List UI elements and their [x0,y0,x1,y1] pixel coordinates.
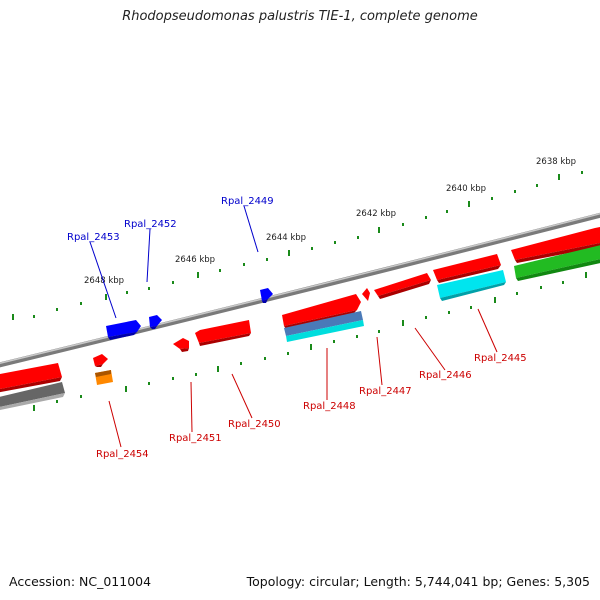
ruler-label-2646: 2646 kbp [175,255,215,265]
gene-rpal-2453-arrow[interactable] [106,320,141,340]
leader-line-rpal-2451 [190,381,193,433]
gene-arrow-small-red[interactable] [93,354,108,367]
gene-label-rpal-2451[interactable]: Rpal_2451 [169,433,222,444]
gene-rpal-2451-arrow[interactable] [173,338,189,352]
ruler-label-2640: 2640 kbp [446,184,486,194]
gene-label-rpal-2449[interactable]: Rpal_2449 [221,196,274,207]
ruler-label-2638: 2638 kbp [536,157,576,167]
leader-line-rpal-2453 [89,241,117,319]
gene-rpal-2450-arrow[interactable] [195,320,251,346]
genome-backbone [0,212,600,368]
gene-label-rpal-2448[interactable]: Rpal_2448 [303,401,356,412]
gene-rpal-2446-arrow[interactable] [374,273,431,299]
accession-text: Accession: NC_011004 [9,574,152,589]
gene-rpal-2447-arrow[interactable] [362,288,370,301]
orange-feature [95,370,113,385]
leader-line-rpal-2450 [231,373,253,419]
gene-arrow-red-right[interactable] [511,226,600,263]
gene-rpal-2454-arrow[interactable] [0,363,62,393]
leader-line-rpal-2445 [477,308,498,353]
topology-text: Topology: circular; Length: 5,744,041 bp… [246,574,590,589]
gene-rpal-2445-arrow[interactable] [433,254,501,283]
ruler-label-2642: 2642 kbp [356,209,396,219]
gene-label-rpal-2447[interactable]: Rpal_2447 [359,386,412,397]
gene-label-rpal-2445[interactable]: Rpal_2445 [474,353,527,364]
gene-label-rpal-2446[interactable]: Rpal_2446 [419,370,472,381]
inner-ruler [33,272,587,411]
leader-line-rpal-2449 [243,205,259,253]
gene-rpal-2452-arrow[interactable] [149,315,162,329]
cyan-feature [437,270,506,301]
gene-rpal-2449-arrow[interactable] [260,288,273,303]
map-title: Rhodopseudomonas palustris TIE-1, comple… [122,9,478,24]
gray-feature-left [0,382,65,410]
ruler-label-2648: 2648 kbp [84,276,124,286]
gene-label-rpal-2450[interactable]: Rpal_2450 [228,419,281,430]
green-feature [514,245,600,281]
steelblue-feature [284,311,364,342]
outer-ruler [12,171,583,320]
leader-line-rpal-2447 [376,336,383,386]
gene-label-rpal-2453[interactable]: Rpal_2453 [67,232,120,243]
leader-line-rpal-2446 [414,327,446,371]
ruler-label-2644: 2644 kbp [266,233,306,243]
leader-line-rpal-2452 [146,228,151,283]
leader-line-rpal-2454 [108,400,122,448]
gene-label-rpal-2454[interactable]: Rpal_2454 [96,449,149,460]
gene-label-rpal-2452[interactable]: Rpal_2452 [124,219,177,230]
